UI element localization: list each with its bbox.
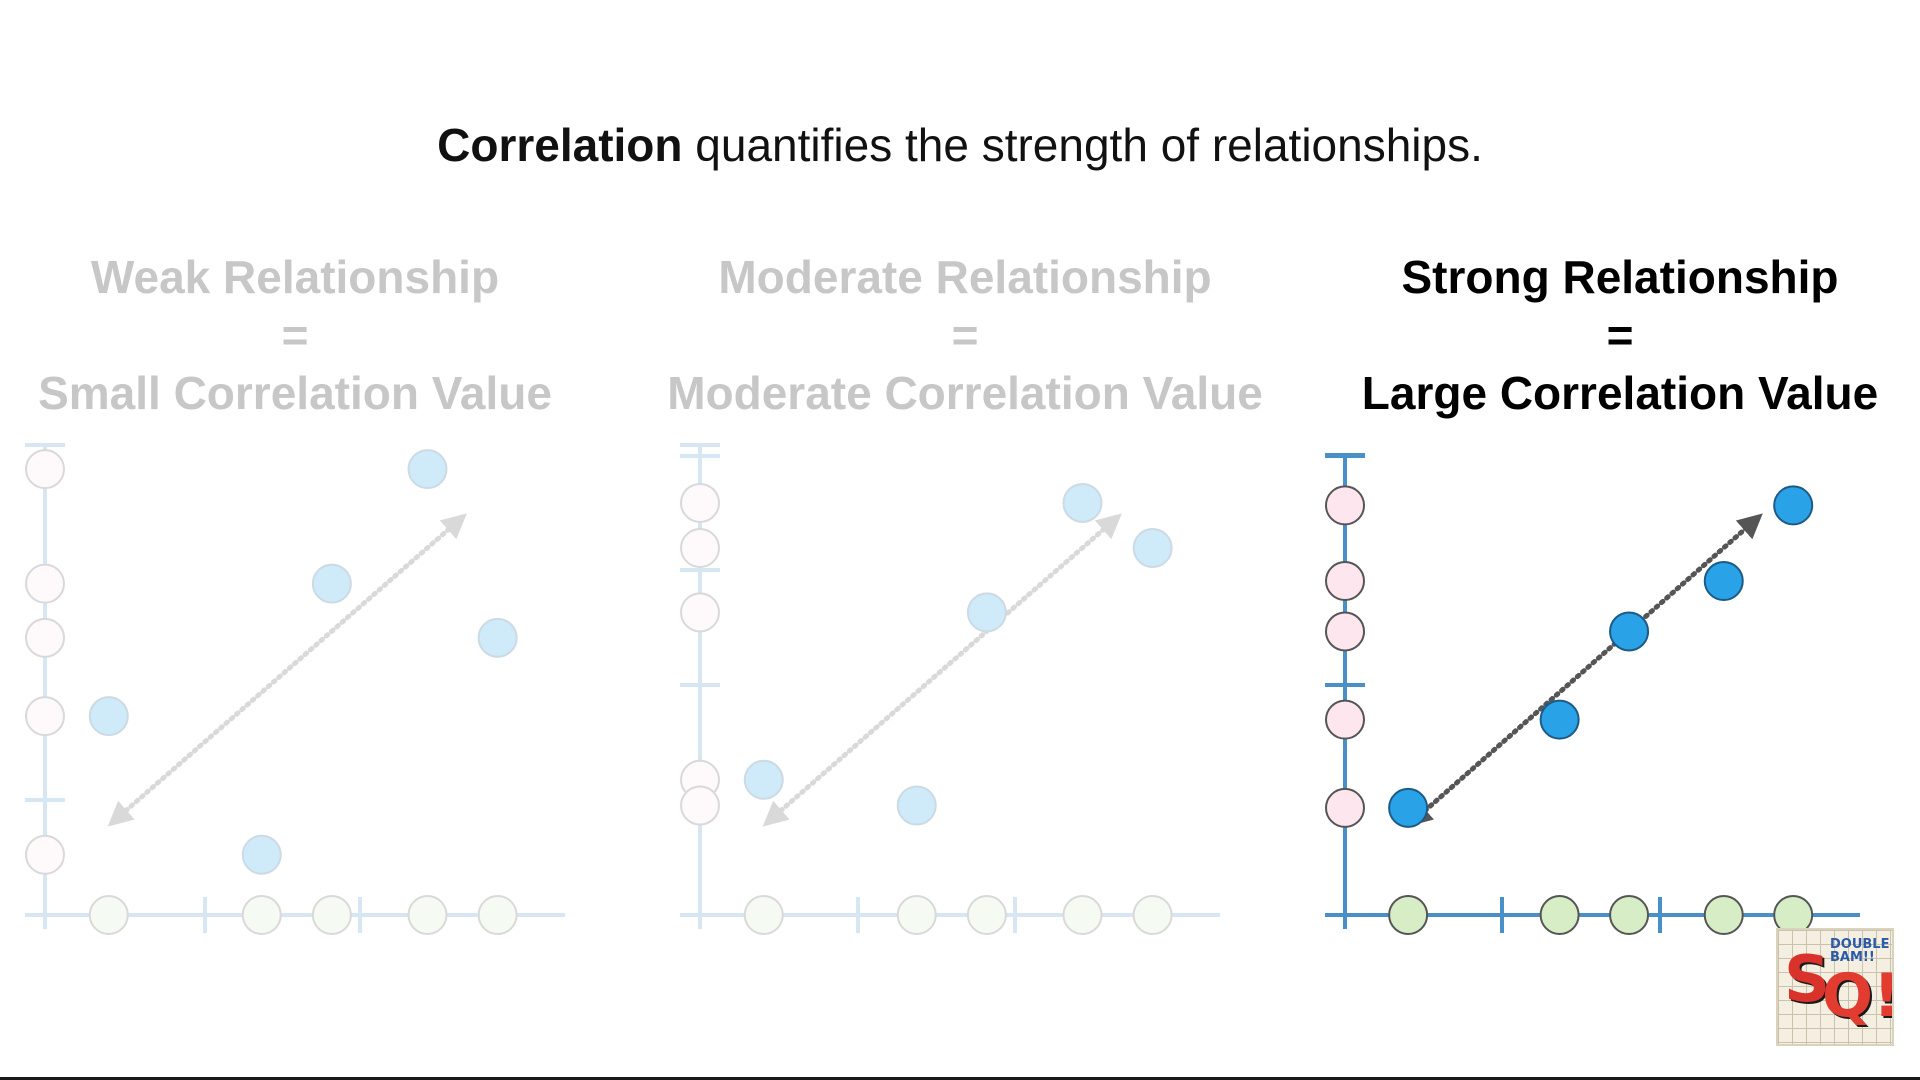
panel-title-moderate-line2: = [951, 309, 979, 361]
data-point [966, 592, 1007, 633]
panel-title-strong: Strong Relationship = Large Correlation … [1290, 248, 1920, 422]
trend-arrow [107, 513, 467, 827]
y-projection-point [1325, 787, 1365, 828]
x-projection-point [1539, 895, 1580, 935]
panel-title-weak-line2: = [281, 309, 309, 361]
logo-small-text: DOUBLE BAM!! [1830, 937, 1890, 965]
logo-letter-s: S [1784, 943, 1831, 1017]
data-point [241, 834, 282, 875]
data-point [311, 563, 352, 604]
panel-title-weak-line1: Weak Relationship [90, 251, 500, 303]
panel-title-moderate-line1: Moderate Relationship [718, 251, 1212, 303]
x-projection-point [1609, 895, 1650, 935]
panel-title-strong-line3: Large Correlation Value [1361, 367, 1879, 419]
panel-title-strong-line1: Strong Relationship [1401, 251, 1839, 303]
y-projection-point [680, 482, 720, 523]
data-point [1132, 528, 1173, 569]
y-projection-point [680, 759, 720, 800]
y-projection-point [680, 785, 720, 826]
plot-strong [1325, 453, 1860, 935]
logo-grid [1778, 930, 1892, 1044]
data-point [1062, 482, 1103, 523]
plot-moderate [680, 443, 1220, 935]
headline-rest: quantifies the strength of relationships… [682, 119, 1483, 171]
x-projection-point [88, 895, 129, 935]
y-projection-point [25, 696, 65, 737]
data-point [88, 696, 129, 737]
y-projection-point [1325, 485, 1365, 526]
y-projection-point [680, 528, 720, 569]
headline-bold: Correlation [437, 119, 683, 171]
y-projection-point [25, 617, 65, 658]
data-point [1703, 561, 1744, 602]
channel-logo: DOUBLE BAM!! S Q! [1776, 928, 1894, 1046]
x-projection-point [1062, 895, 1103, 935]
trend-arrow [762, 513, 1122, 827]
x-projection-point [1132, 895, 1173, 935]
y-projection-point [1325, 699, 1365, 740]
panel-title-weak-line3: Small Correlation Value [38, 367, 552, 419]
x-projection-point [743, 895, 784, 935]
headline: Correlation quantifies the strength of r… [0, 118, 1920, 172]
x-projection-point [407, 895, 448, 935]
panel-title-moderate: Moderate Relationship = Moderate Correla… [635, 248, 1295, 422]
data-point [1388, 787, 1429, 828]
panel-title-weak: Weak Relationship = Small Correlation Va… [0, 248, 625, 422]
x-projection-point [311, 895, 352, 935]
data-point [743, 759, 784, 800]
x-projection-point [1388, 895, 1429, 935]
data-point [1539, 699, 1580, 740]
x-projection-point [477, 895, 518, 935]
logo-letter-q: Q! [1822, 961, 1894, 1031]
y-projection-point [25, 563, 65, 604]
data-point [896, 785, 937, 826]
y-projection-point [680, 592, 720, 633]
x-projection-point [241, 895, 282, 935]
y-projection-point [25, 834, 65, 875]
x-projection-point [896, 895, 937, 935]
y-projection-point [1325, 561, 1365, 602]
x-projection-point [966, 895, 1007, 935]
data-point [407, 449, 448, 490]
panel-title-moderate-line3: Moderate Correlation Value [667, 367, 1263, 419]
data-point [1609, 611, 1650, 652]
plot-weak [25, 443, 565, 935]
y-projection-point [1325, 611, 1365, 652]
y-projection-point [25, 449, 65, 490]
data-point [477, 617, 518, 658]
data-point [1773, 485, 1814, 526]
panel-title-strong-line2: = [1606, 309, 1634, 361]
trend-arrow [1406, 513, 1763, 827]
bottom-border [0, 1077, 1920, 1080]
x-projection-point [1703, 895, 1744, 935]
